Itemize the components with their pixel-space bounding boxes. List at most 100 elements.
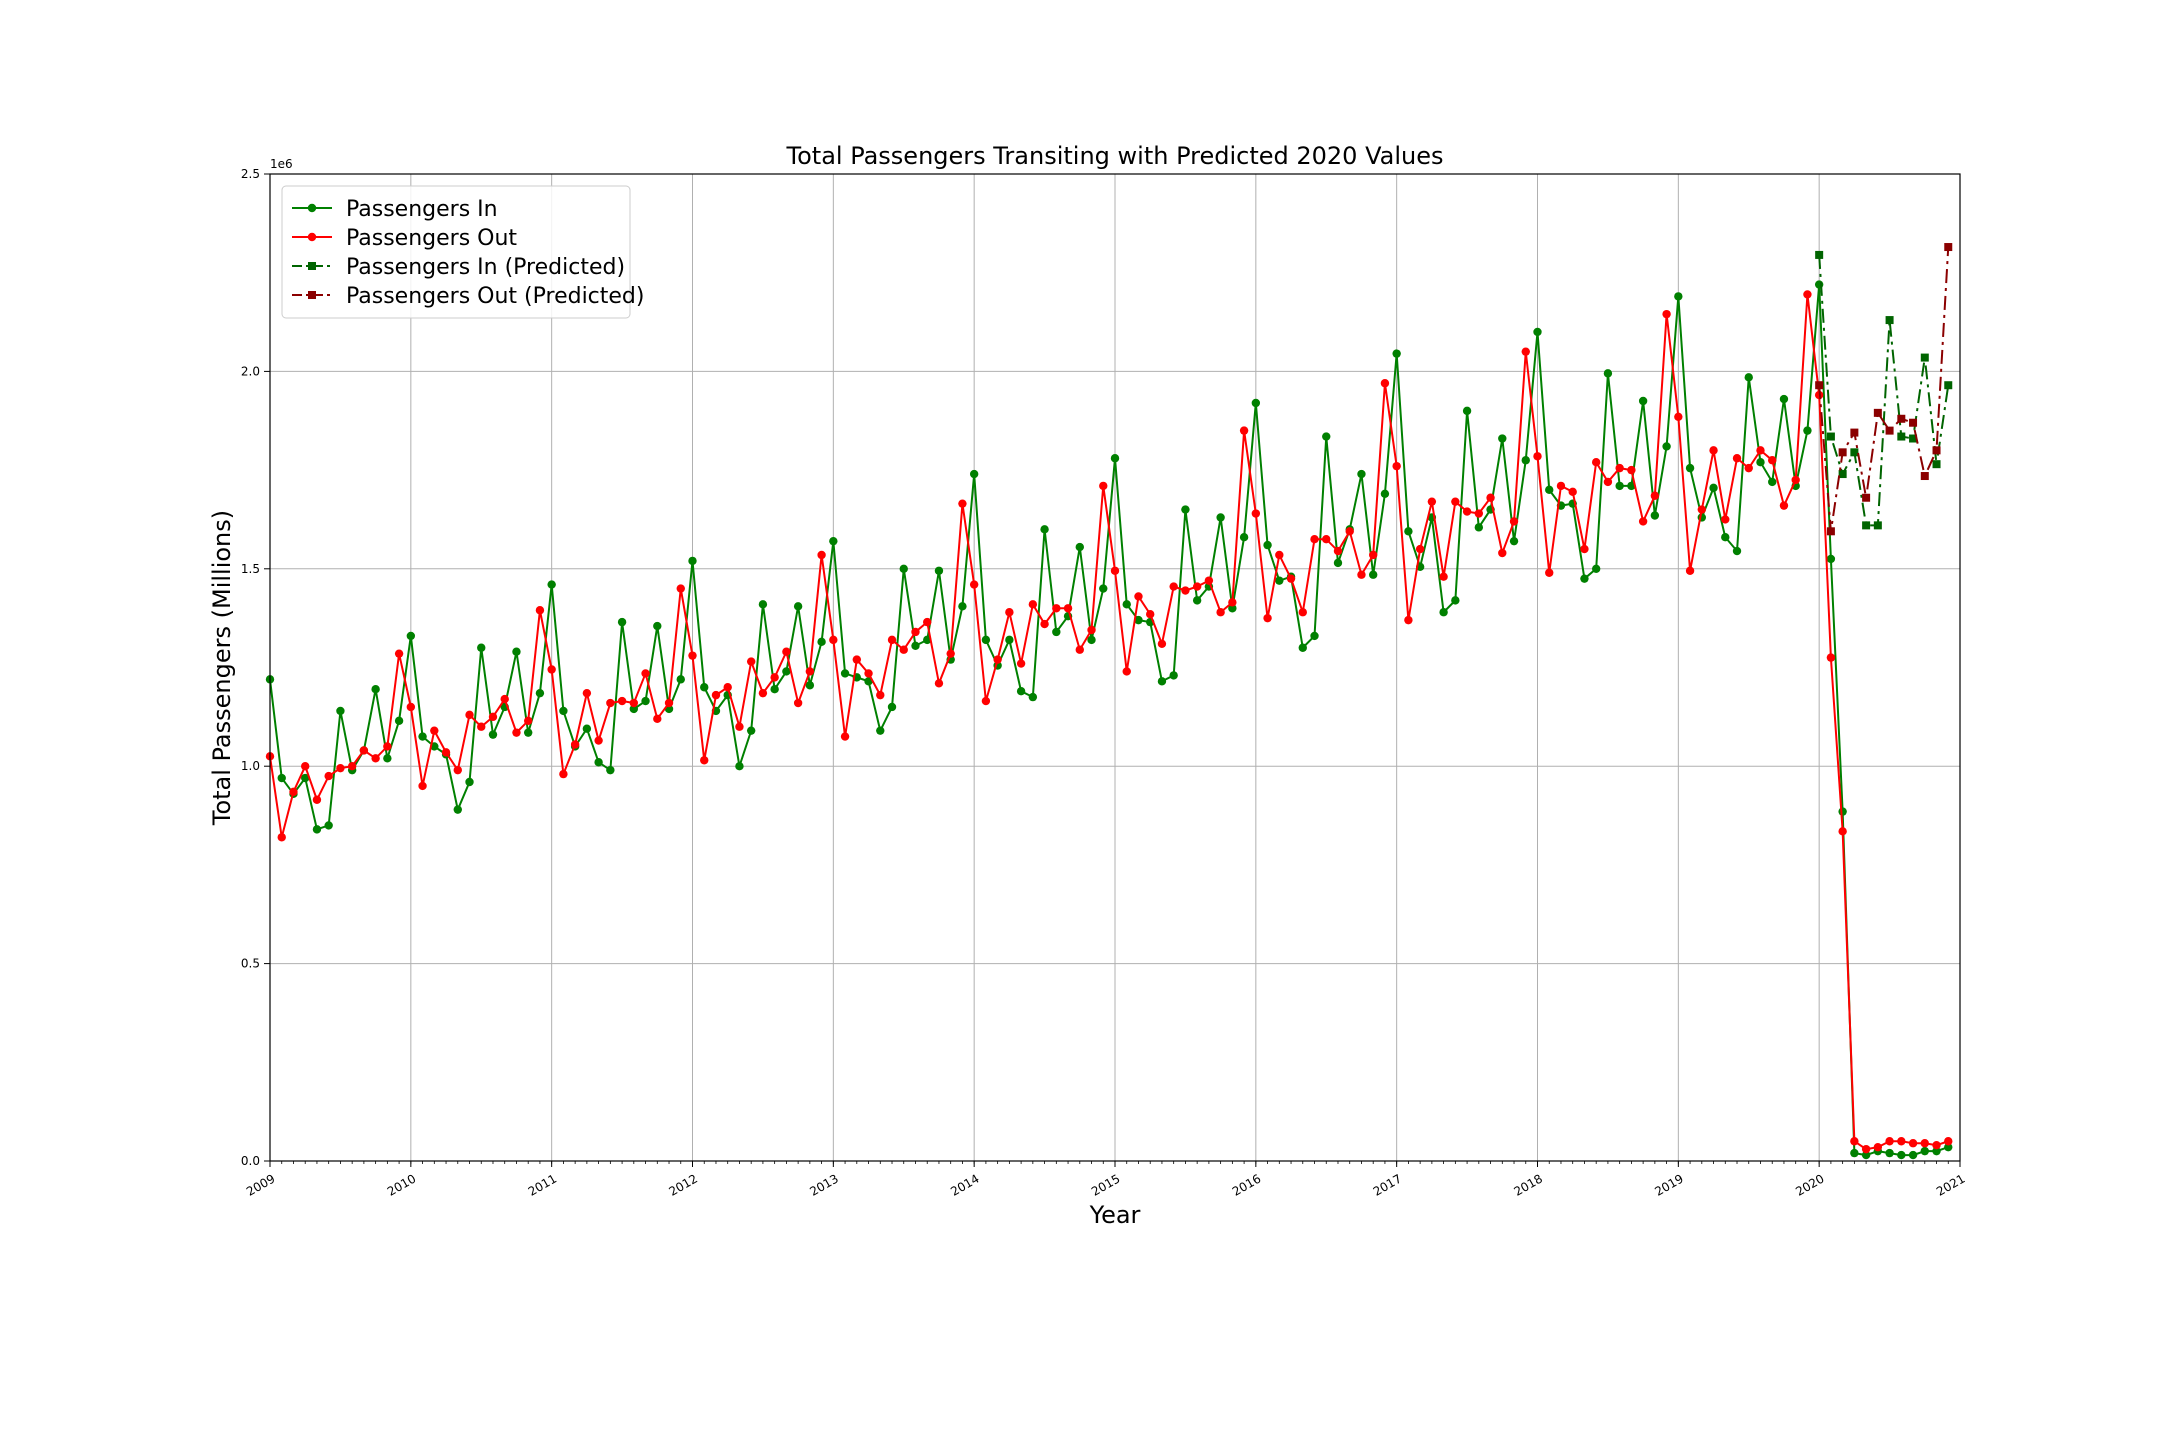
data-point xyxy=(453,765,462,775)
data-point xyxy=(817,550,826,560)
data-point xyxy=(1944,1142,1953,1152)
data-point xyxy=(629,698,639,708)
data-point xyxy=(430,726,439,735)
data-point xyxy=(1627,481,1636,491)
data-point xyxy=(1674,292,1683,301)
data-point xyxy=(688,556,697,566)
x-axis-label: Year xyxy=(1089,1201,1141,1229)
data-point xyxy=(899,645,908,654)
data-point xyxy=(1040,619,1049,629)
x-tick-label: 2014 xyxy=(948,1171,981,1198)
data-point xyxy=(1052,604,1061,613)
data-point xyxy=(1052,627,1061,637)
data-point xyxy=(1063,604,1073,613)
data-point xyxy=(582,688,592,698)
data-point xyxy=(1826,554,1836,564)
series-line xyxy=(1818,246,1950,532)
data-point xyxy=(887,635,897,645)
y-axis-label: Total Passengers (Millions) xyxy=(208,510,236,826)
data-point xyxy=(793,602,803,611)
data-point xyxy=(1005,608,1014,617)
data-point xyxy=(1169,671,1178,680)
data-point xyxy=(1920,1139,1929,1148)
data-point xyxy=(1697,505,1707,514)
data-point xyxy=(1380,489,1390,498)
data-point xyxy=(477,643,486,652)
legend-item: Passengers Out (Predicted) xyxy=(292,284,644,309)
data-point xyxy=(653,621,662,631)
data-point xyxy=(1815,381,1824,390)
data-point xyxy=(876,690,885,700)
data-point xyxy=(1662,309,1671,319)
data-point xyxy=(1134,592,1143,601)
data-point xyxy=(441,748,451,757)
data-point xyxy=(1650,491,1660,500)
data-point xyxy=(1815,250,1824,259)
data-point xyxy=(1850,1137,1859,1146)
data-point xyxy=(782,667,791,676)
data-point xyxy=(324,771,333,781)
data-point xyxy=(629,704,639,714)
data-point xyxy=(700,756,709,765)
x-tick-label: 2010 xyxy=(385,1171,418,1198)
x-tick-label: 2009 xyxy=(244,1171,277,1198)
data-point xyxy=(1181,505,1190,514)
data-point xyxy=(359,746,369,755)
data-point xyxy=(1028,692,1038,702)
y-tick-label: 0.0 xyxy=(241,1154,260,1168)
data-point xyxy=(1826,432,1835,441)
x-tick-label: 2011 xyxy=(526,1171,559,1198)
data-point xyxy=(653,714,662,724)
data-point xyxy=(864,669,873,678)
data-point xyxy=(1439,608,1448,617)
data-point xyxy=(1861,1150,1871,1160)
data-point xyxy=(617,696,627,706)
data-point xyxy=(1474,523,1484,532)
data-point xyxy=(1333,546,1343,556)
data-point xyxy=(805,681,815,690)
data-point xyxy=(958,499,967,508)
data-point xyxy=(1298,643,1307,652)
data-point xyxy=(981,635,991,645)
data-point xyxy=(1721,515,1730,524)
data-point xyxy=(1404,615,1413,625)
data-point xyxy=(1909,434,1918,443)
data-point xyxy=(594,736,603,745)
data-point xyxy=(1415,544,1425,554)
data-point xyxy=(488,712,498,722)
data-point xyxy=(559,706,568,716)
data-point xyxy=(746,657,756,666)
legend-item: Passengers In (Predicted) xyxy=(292,255,625,280)
data-point xyxy=(1122,667,1131,676)
data-point xyxy=(1134,615,1143,625)
data-point xyxy=(899,564,908,573)
data-point xyxy=(1615,481,1624,491)
data-point xyxy=(1368,550,1378,560)
data-point xyxy=(1521,456,1530,465)
data-point xyxy=(336,706,345,716)
series-2 xyxy=(265,290,1953,1154)
data-point xyxy=(1897,432,1906,441)
data-point xyxy=(312,795,322,804)
data-point xyxy=(488,730,498,739)
data-point xyxy=(523,716,533,725)
data-point xyxy=(1885,316,1894,325)
data-point xyxy=(758,688,768,698)
data-point xyxy=(1885,1137,1894,1146)
data-point xyxy=(1462,406,1472,416)
y-tick-label: 1.5 xyxy=(241,562,260,576)
series-line xyxy=(269,294,1949,1151)
data-point xyxy=(1885,426,1894,435)
data-point xyxy=(1509,517,1519,526)
series-1 xyxy=(265,280,1953,1160)
data-point xyxy=(418,732,427,741)
data-point xyxy=(301,773,310,783)
data-point xyxy=(840,669,850,678)
data-point xyxy=(1075,645,1084,654)
data-point xyxy=(347,762,357,771)
data-point xyxy=(1087,625,1096,635)
legend-label: Passengers Out xyxy=(346,226,517,251)
data-point xyxy=(1850,1148,1859,1158)
data-point xyxy=(1310,534,1319,544)
data-point xyxy=(324,821,333,830)
